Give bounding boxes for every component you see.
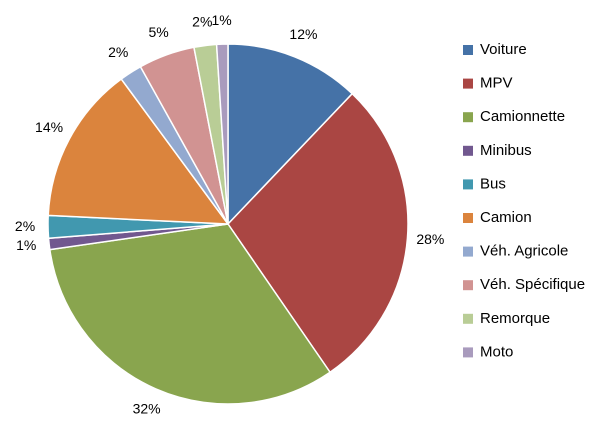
legend-label: Camion [480,209,532,226]
legend-label: Véh. Agricole [480,243,568,260]
legend-label: Bus [480,175,506,192]
pie-slice [227,43,354,226]
legend-label: MPV [480,75,513,92]
data-label: 2% [108,44,128,60]
data-label: 1% [16,237,36,253]
pie-slice [47,78,230,225]
legend-swatch [463,179,473,190]
legend-label: Minibus [480,142,532,159]
data-label: 28% [416,231,444,247]
legend-label: Moto [480,343,513,360]
legend-label: Remorque [480,310,550,327]
data-label: 5% [148,24,168,40]
data-label: 2% [15,218,35,234]
pie-slice [215,43,229,225]
legend-swatch [463,78,473,89]
legend-label: Véh. Spécifique [480,276,585,293]
data-label: 14% [35,119,63,135]
legend-swatch [463,347,473,358]
legend-swatch [463,313,473,324]
data-label: 12% [289,26,317,42]
legend-swatch [463,112,473,123]
data-label: 1% [211,12,231,28]
legend-swatch [463,45,473,55]
data-label: 32% [133,401,161,417]
legend-label: Camionnette [480,108,565,125]
legend-label: Voiture [480,41,527,58]
pie-slice [48,223,332,405]
legend-swatch [463,213,473,223]
data-label: 2% [192,13,212,29]
pie-slice [227,92,409,374]
legend-swatch [463,145,473,156]
legend-swatch [463,246,473,257]
legend-swatch [463,280,473,291]
